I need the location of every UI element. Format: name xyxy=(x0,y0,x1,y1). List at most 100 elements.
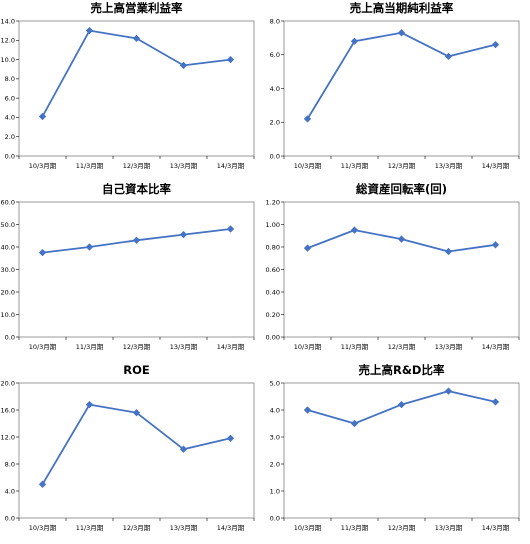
x-tick-label: 14/3月期 xyxy=(217,524,245,532)
x-tick-label: 11/3月期 xyxy=(341,162,369,170)
chart-rd-ratio: 売上高R&D比率 0.0 1.0 2.0 3.0 4.0 5.0 10/3月期 11/3月期 12… xyxy=(265,362,530,543)
data-point xyxy=(38,480,47,489)
x-tick-label: 12/3月期 xyxy=(123,343,151,351)
y-tick-label: 0.00 xyxy=(266,333,280,341)
x-tick-label: 10/3月期 xyxy=(29,524,57,532)
data-point xyxy=(350,419,359,428)
x-tick-label: 12/3月期 xyxy=(123,524,151,532)
x-tick-label: 13/3月期 xyxy=(170,524,198,532)
data-point xyxy=(491,398,500,406)
y-tick-label: 5.0 xyxy=(270,379,280,387)
plot-area xyxy=(18,20,255,157)
y-tick-label: 4.0 xyxy=(270,85,280,93)
plot-area xyxy=(18,201,255,338)
x-tick-label: 13/3月期 xyxy=(435,343,463,351)
y-tick-label: 20.0 xyxy=(1,379,15,387)
series-line xyxy=(41,403,231,485)
y-tick-label: 0.80 xyxy=(266,243,280,251)
x-tick-label: 13/3月期 xyxy=(170,162,198,170)
x-tick-label: 11/3月期 xyxy=(76,343,104,351)
y-tick-label: 2.0 xyxy=(270,460,280,468)
y-tick-label: 0.0 xyxy=(5,514,15,522)
y-tick-label: 10.0 xyxy=(1,311,15,319)
data-point xyxy=(132,34,141,43)
y-tick-label: 16.0 xyxy=(1,406,15,414)
y-tick-label: 1.0 xyxy=(270,487,280,495)
plot-area xyxy=(18,382,255,519)
y-tick-label: 8.0 xyxy=(270,17,280,25)
x-tick-label: 11/3月期 xyxy=(76,162,104,170)
y-tick-label: 14.0 xyxy=(1,17,15,25)
x-tick-label: 14/3月期 xyxy=(482,162,510,170)
x-tick-label: 13/3月期 xyxy=(170,343,198,351)
data-point xyxy=(226,434,235,443)
data-point xyxy=(350,37,359,45)
data-point xyxy=(226,225,235,233)
x-tick-label: 10/3月期 xyxy=(29,343,57,351)
y-tick-label: 12.0 xyxy=(1,37,15,45)
y-tick-label: 2.0 xyxy=(270,119,280,127)
data-point xyxy=(85,400,94,409)
x-tick-label: 11/3月期 xyxy=(76,524,104,532)
x-tick-label: 12/3月期 xyxy=(388,343,416,351)
y-tick-label: 6.0 xyxy=(5,94,15,102)
x-tick-label: 13/3月期 xyxy=(435,162,463,170)
chart-title: 自己資本比率 xyxy=(102,182,171,196)
chart-title: 総資産回転率(回) xyxy=(356,182,447,196)
chart-roe: ROE 0.0 4.0 8.0 12.0 16.0 20.0 10/3月期 11/3月期 12/3… xyxy=(0,362,265,543)
y-tick-label: 3.0 xyxy=(270,433,280,441)
data-point xyxy=(397,235,406,243)
x-tick-label: 12/3月期 xyxy=(388,524,416,532)
data-point xyxy=(85,243,94,251)
data-point xyxy=(491,40,500,49)
x-tick-label: 14/3月期 xyxy=(217,162,245,170)
chart-equity-ratio: 自己資本比率 0.0 10.0 20.0 30.0 40.0 50.0 60.0 10/3月期 1… xyxy=(0,181,265,362)
data-point xyxy=(444,387,453,395)
chart-title: 売上高R&D比率 xyxy=(359,363,445,377)
y-tick-label: 30.0 xyxy=(1,266,15,274)
data-point xyxy=(397,400,406,409)
y-tick-label: 0.20 xyxy=(266,311,280,319)
x-tick-label: 14/3月期 xyxy=(482,343,510,351)
data-point xyxy=(444,52,453,61)
y-tick-label: 40.0 xyxy=(1,243,15,251)
data-point xyxy=(303,244,312,252)
data-point xyxy=(85,26,94,35)
x-tick-label: 10/3月期 xyxy=(294,343,322,351)
chart-title: ROE xyxy=(123,363,150,377)
y-tick-label: 12.0 xyxy=(1,433,15,441)
x-tick-label: 13/3月期 xyxy=(435,524,463,532)
x-tick-label: 10/3月期 xyxy=(294,524,322,532)
x-tick-label: 10/3月期 xyxy=(294,162,322,170)
y-tick-label: 8.0 xyxy=(5,460,15,468)
y-tick-label: 0.0 xyxy=(270,514,280,522)
y-tick-label: 8.0 xyxy=(5,75,15,83)
chart-svg: 売上高R&D比率 0.0 1.0 2.0 3.0 4.0 5.0 10/3月期 11/3月期 12… xyxy=(270,363,520,532)
chart-svg: 総資産回転率(回) 0.00 0.20 0.40 0.60 0.80 1.00 1.20 10/… xyxy=(266,182,520,351)
chart-title: 売上高当期純利益率 xyxy=(350,1,454,15)
chart-title: 売上高営業利益率 xyxy=(91,1,183,15)
plot-area xyxy=(283,382,520,519)
y-tick-label: 60.0 xyxy=(1,198,15,206)
data-point xyxy=(38,248,47,257)
y-tick-label: 4.0 xyxy=(5,487,15,495)
chart-svg: 売上高当期純利益率 0.0 2.0 4.0 6.0 8.0 10/3月期 11/3月期 12/3… xyxy=(270,1,520,170)
data-point xyxy=(350,226,359,234)
data-point xyxy=(38,112,47,121)
x-tick-label: 11/3月期 xyxy=(341,343,369,351)
data-point xyxy=(397,29,406,37)
y-tick-label: 20.0 xyxy=(1,288,15,296)
series-line xyxy=(306,31,496,120)
data-point xyxy=(444,247,453,256)
y-tick-label: 4.0 xyxy=(270,406,280,414)
x-tick-label: 12/3月期 xyxy=(388,162,416,170)
y-tick-label: 0.0 xyxy=(5,152,15,160)
data-point xyxy=(179,445,188,453)
data-point xyxy=(303,115,312,123)
y-tick-label: 1.20 xyxy=(266,198,280,206)
y-tick-label: 0.40 xyxy=(266,288,280,296)
data-point xyxy=(179,230,188,239)
y-tick-label: 1.00 xyxy=(266,221,280,229)
x-tick-label: 14/3月期 xyxy=(482,524,510,532)
data-point xyxy=(132,236,141,244)
